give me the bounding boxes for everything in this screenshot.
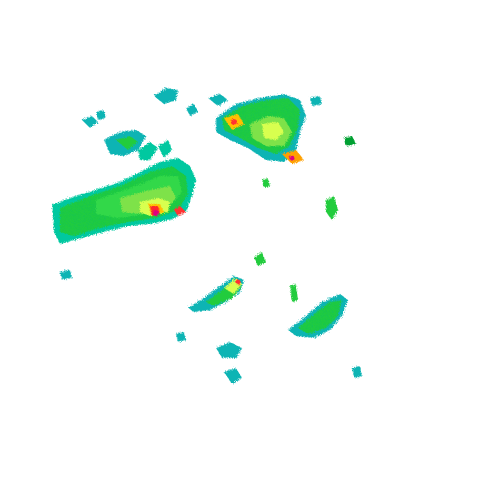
storm-cell-southeast [288,294,362,378]
storm-cell-west [52,140,196,244]
storm-cell-north [208,94,356,164]
storm-cell-central [188,178,338,312]
storm-cell-northwest [82,88,198,156]
storm-cell-southwest [60,270,242,384]
